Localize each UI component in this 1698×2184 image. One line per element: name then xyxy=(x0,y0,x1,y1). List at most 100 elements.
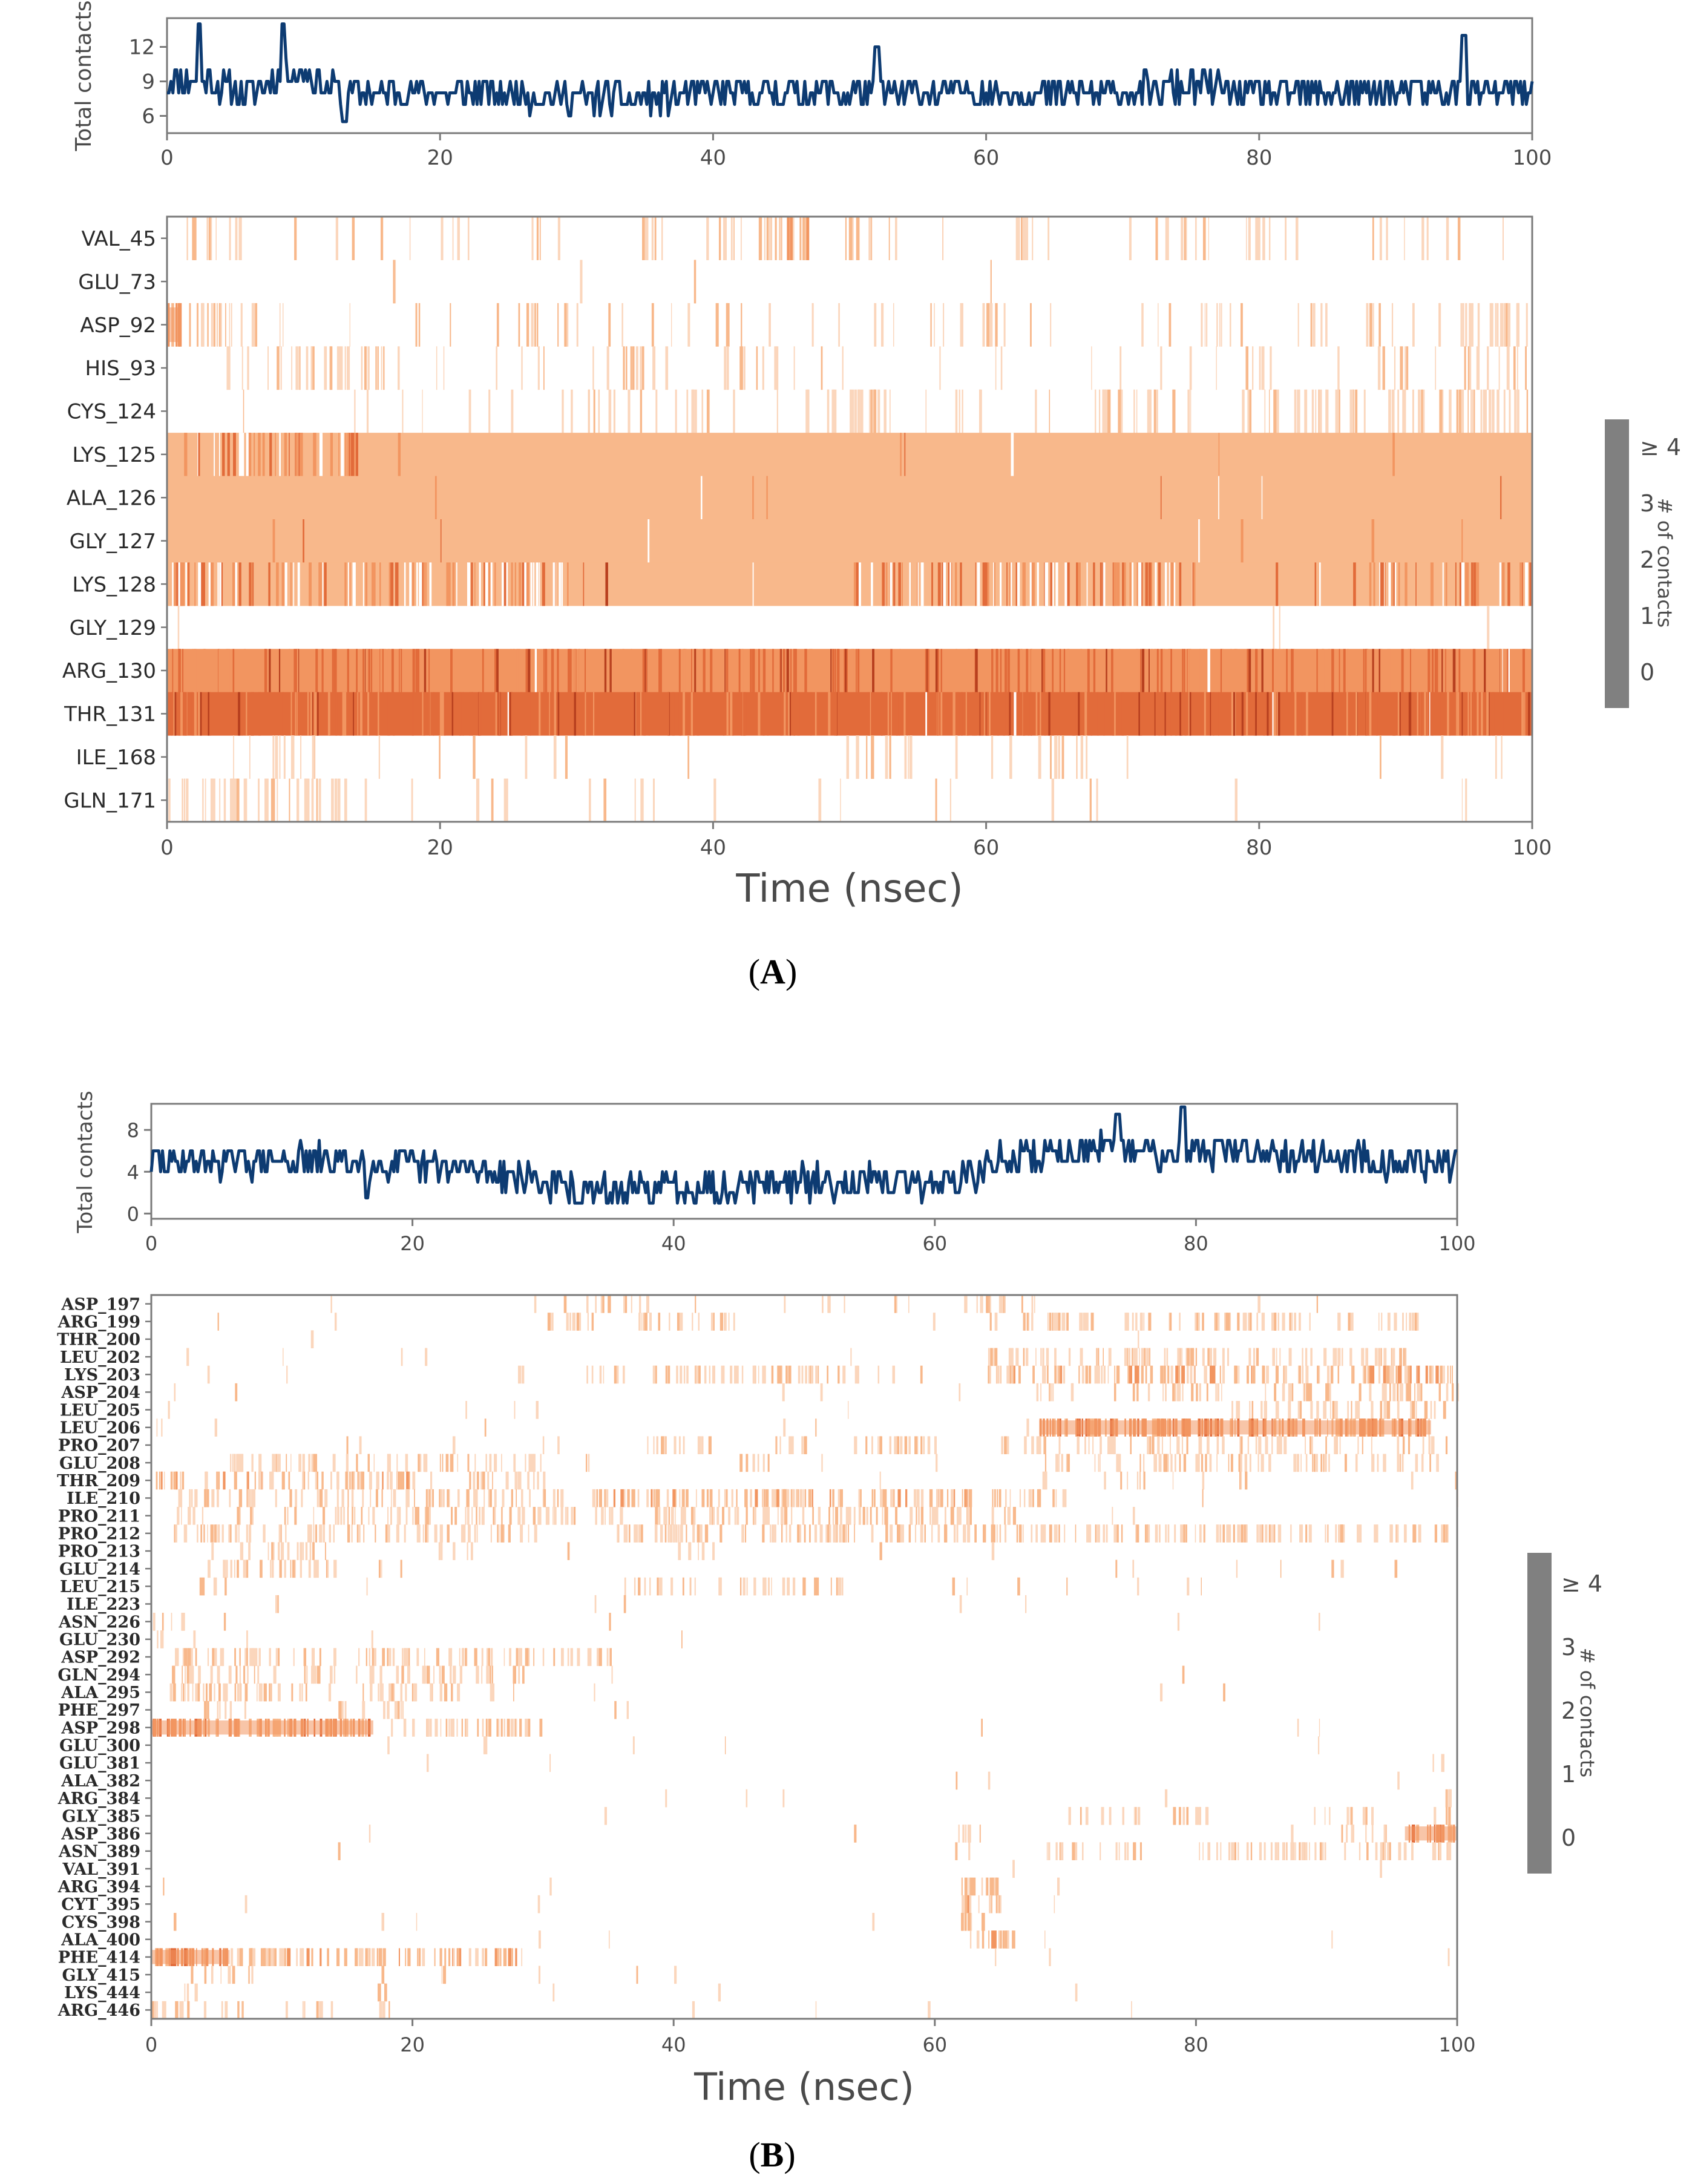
contact-stripe xyxy=(174,1912,177,1931)
contact-stripe xyxy=(312,346,315,390)
contact-stripe xyxy=(720,1313,723,1331)
contact-stripe xyxy=(210,778,214,822)
heatmap-row-asp_204 xyxy=(174,1383,1459,1402)
contact-stripe xyxy=(1175,1383,1176,1402)
contact-stripe xyxy=(1311,389,1314,433)
contact-stripe xyxy=(1371,1436,1372,1455)
contact-stripe xyxy=(287,1507,289,1525)
contact-stripe xyxy=(1079,562,1081,606)
contact-stripe xyxy=(1148,649,1150,693)
contact-stripe xyxy=(314,1559,317,1578)
contact-stripe xyxy=(965,1825,967,1843)
contact-stripe xyxy=(1193,1365,1195,1384)
contact-stripe xyxy=(453,1542,456,1561)
contact-stripe xyxy=(1102,562,1105,606)
contact-stripe xyxy=(1221,649,1224,693)
contact-stripe xyxy=(289,433,290,477)
contact-stripe xyxy=(528,1454,531,1472)
contact-stripe xyxy=(250,1507,252,1525)
contact-stripe xyxy=(1462,303,1464,347)
contact-stripe xyxy=(526,303,529,347)
contact-stripe xyxy=(1380,1842,1383,1860)
contact-stripe xyxy=(592,1489,596,1507)
contact-stripe xyxy=(690,649,692,693)
contact-stripe xyxy=(1516,389,1519,433)
contact-stripe xyxy=(815,1365,818,1384)
contact-stripe xyxy=(833,389,837,433)
contact-stripe xyxy=(634,778,636,822)
contact-stripe xyxy=(746,1454,749,1472)
contact-stripe xyxy=(1057,1877,1060,1896)
contact-stripe xyxy=(997,692,999,736)
contact-stripe xyxy=(442,1489,445,1507)
contact-stripe xyxy=(1253,692,1255,736)
contact-stripe xyxy=(1182,1665,1185,1684)
contact-stripe xyxy=(330,346,333,390)
contact-stripe xyxy=(412,1719,415,1737)
contact-stripe xyxy=(1293,649,1295,693)
contact-stripe xyxy=(390,562,394,606)
contact-stripe xyxy=(716,1507,720,1525)
contact-stripe xyxy=(1064,1524,1066,1543)
contact-stripe xyxy=(1141,303,1144,347)
contact-stripe xyxy=(979,692,981,736)
contact-stripe xyxy=(494,649,497,693)
contact-stripe xyxy=(735,1365,739,1384)
contact-stripe xyxy=(1340,1559,1344,1578)
contact-stripe xyxy=(587,1365,588,1384)
contact-stripe xyxy=(929,1507,931,1525)
contact-stripe xyxy=(1223,1683,1225,1702)
contact-stripe xyxy=(1225,1313,1228,1331)
contact-stripe xyxy=(1003,692,1006,736)
contact-stripe xyxy=(591,1365,594,1384)
panel-a-timeline-series-line xyxy=(167,22,1534,123)
contact-stripe xyxy=(494,1948,497,1966)
contact-stripe xyxy=(1299,1524,1302,1543)
contact-stripe xyxy=(207,303,209,347)
contact-stripe xyxy=(234,1471,237,1490)
contact-stripe xyxy=(178,692,181,736)
residue-label-gln_171: GLN_171 xyxy=(64,789,156,813)
contact-stripe xyxy=(501,1454,502,1472)
contact-stripe xyxy=(285,2001,288,2019)
contact-stripe xyxy=(1058,735,1060,779)
contact-stripe xyxy=(1365,1825,1367,1843)
contact-stripe xyxy=(1393,1348,1395,1366)
contact-stripe xyxy=(499,692,500,736)
heatmap-row-fill xyxy=(167,433,1532,477)
contact-stripe xyxy=(1247,649,1249,693)
contact-stripe xyxy=(904,433,906,477)
contact-stripe xyxy=(1431,692,1434,736)
contact-stripe xyxy=(452,562,455,606)
contact-stripe xyxy=(1337,1524,1340,1543)
contact-stripe xyxy=(268,562,270,606)
contact-stripe xyxy=(1017,1577,1020,1596)
contact-stripe xyxy=(959,1383,961,1402)
contact-stripe xyxy=(408,1948,410,1966)
contact-stripe xyxy=(383,649,386,693)
contact-stripe xyxy=(1116,1524,1119,1543)
contact-stripe xyxy=(959,1507,962,1525)
contact-stripe xyxy=(243,433,244,477)
contact-stripe xyxy=(772,1489,774,1507)
residue-label-val_391: VAL_391 xyxy=(62,1860,140,1879)
contact-stripe xyxy=(631,1295,632,1313)
contact-stripe xyxy=(315,1524,317,1543)
contact-stripe xyxy=(330,1295,332,1313)
contact-stripe xyxy=(818,1507,821,1525)
contact-stripe xyxy=(1259,1524,1262,1543)
contact-stripe xyxy=(675,1507,676,1525)
contact-stripe xyxy=(263,1683,267,1702)
contact-stripe xyxy=(184,692,187,736)
contact-stripe xyxy=(297,692,298,736)
contact-stripe xyxy=(1365,692,1368,736)
contact-stripe xyxy=(762,1365,765,1384)
contact-stripe xyxy=(1060,1365,1063,1384)
contact-stripe xyxy=(1325,1401,1327,1419)
contact-band xyxy=(1405,1826,1457,1841)
contact-stripe xyxy=(1296,1454,1300,1472)
contact-stripe xyxy=(200,692,202,736)
contact-stripe xyxy=(866,1507,868,1525)
contact-stripe xyxy=(215,217,217,260)
contact-stripe xyxy=(256,1683,258,1702)
